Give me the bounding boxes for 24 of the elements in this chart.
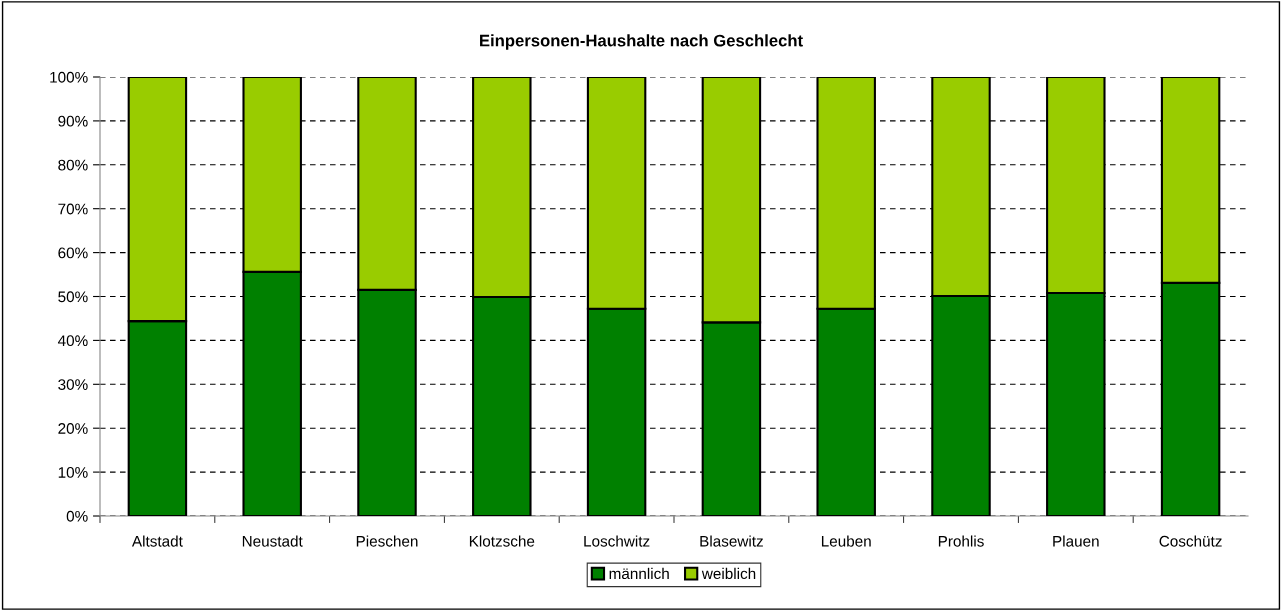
x-tick-label: Prohlis [938,535,984,547]
legend-label: weiblich [701,567,756,580]
y-tick-label: 80% [58,159,88,171]
chart-title: Einpersonen-Haushalte nach Geschlecht [480,34,803,50]
x-tick-label: Loschwitz [584,535,650,547]
y-tick-label: 40% [57,335,88,347]
y-tick-label: 20% [58,423,88,434]
x-tick-label: Pieschen [356,535,418,547]
y-tick-label: 30% [58,379,88,390]
x-tick-label: Coschütz [1159,535,1222,547]
y-tick-label: 50% [58,291,88,303]
y-tick-label: 90% [58,115,88,127]
x-tick-label: Altstadt [131,535,183,547]
x-tick-label: Plauen [1053,535,1099,547]
x-tick-label: Neustadt [242,535,303,547]
y-tick-label: 0% [66,510,88,522]
y-tick-label: 60% [58,247,88,259]
x-tick-label: Blasewitz [700,535,763,547]
y-tick-label: 100% [50,71,88,83]
y-tick-label: 70% [58,203,88,215]
legend-label: männlich [609,567,669,580]
y-tick-label: 10% [58,466,88,478]
x-tick-label: Leuben [821,535,871,547]
x-tick-label: Klotzsche [469,535,535,547]
